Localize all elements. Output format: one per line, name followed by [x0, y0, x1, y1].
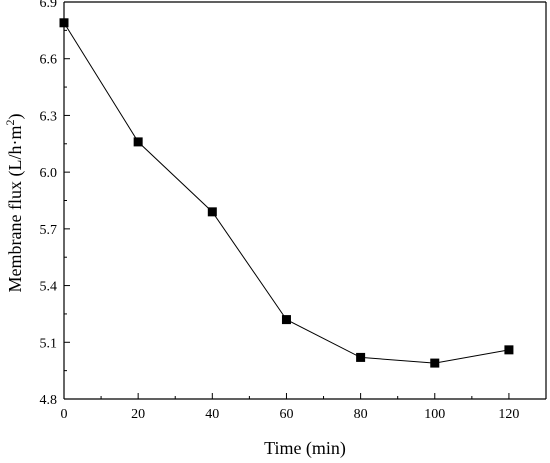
x-axis-title: Time (min) [264, 438, 346, 459]
series-line [63, 22, 510, 364]
y-axis-title-main: Membrane flux (L/h·m [5, 126, 26, 293]
y-tick-label: 6.9 [40, 0, 58, 11]
y-tick-label: 5.7 [40, 223, 58, 238]
y-tick-label: 4.8 [40, 393, 58, 408]
y-axis-title-close: ) [5, 114, 26, 120]
y-tick-label: 6.3 [40, 109, 58, 124]
x-tick-label: 120 [498, 407, 519, 422]
y-tick-label: 5.1 [40, 336, 58, 351]
y-tick-label: 5.4 [40, 280, 58, 295]
tick-labels: 0 20 40 60 80 100 120 4.8 5.1 5.4 5.7 6.0 6.3 6.6 6.9 [40, 0, 520, 422]
data-point [59, 18, 69, 28]
data-point [207, 207, 217, 217]
axis-ticks [63, 1, 510, 400]
y-tick-label: 6.0 [40, 166, 58, 181]
y-tick-label: 6.6 [40, 53, 58, 68]
y-axis-title: Membrane flux (L/h·m2) [3, 114, 26, 293]
x-tick-label: 60 [279, 407, 293, 422]
x-tick-label: 0 [61, 407, 68, 422]
data-point [504, 345, 514, 355]
data-point [281, 315, 291, 325]
data-point [356, 352, 366, 362]
y-axis-title-superscript: 2 [3, 120, 17, 126]
series-group [59, 18, 514, 368]
x-tick-label: 80 [354, 407, 368, 422]
x-tick-label: 20 [131, 407, 145, 422]
plot-frame [63, 1, 547, 400]
data-point [430, 358, 440, 368]
x-tick-label: 100 [424, 407, 445, 422]
x-tick-label: 40 [205, 407, 219, 422]
data-point [133, 137, 143, 147]
